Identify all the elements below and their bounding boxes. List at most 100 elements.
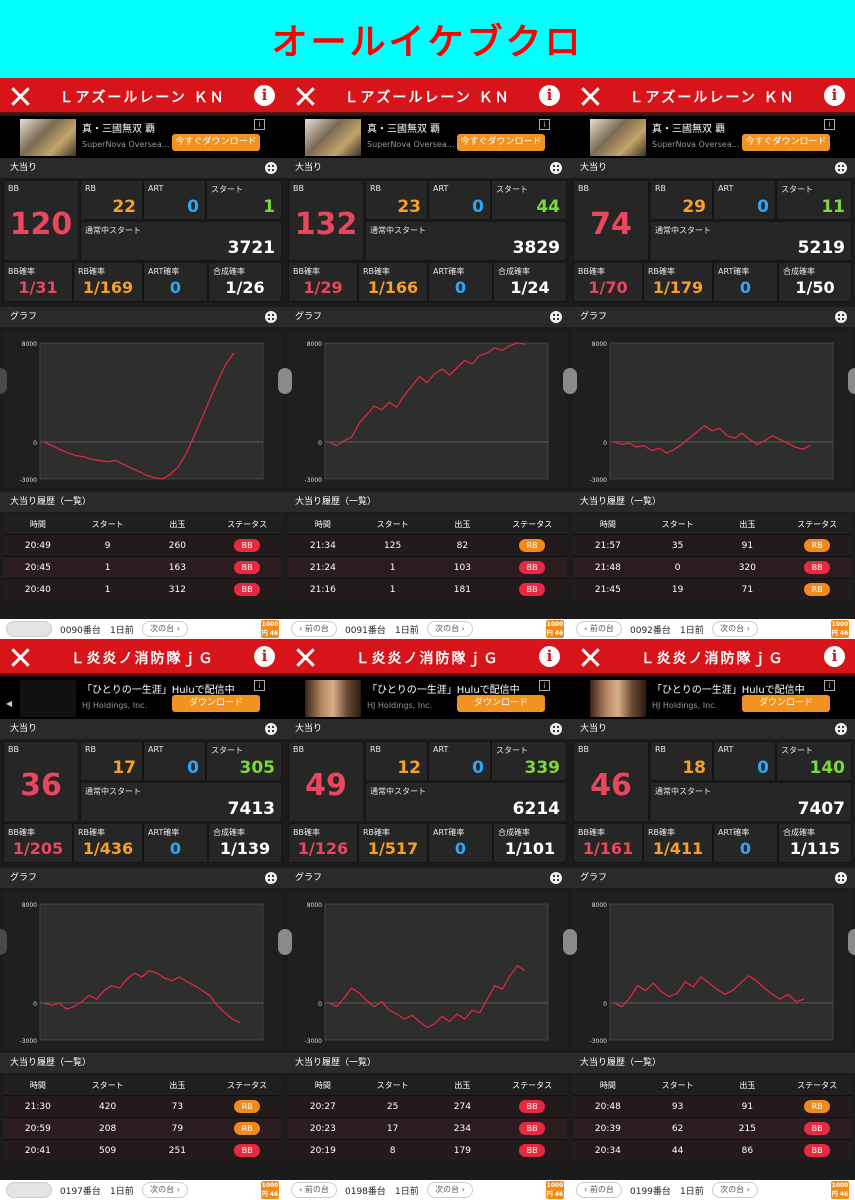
table-row[interactable]: 21:16 1 181 BB (288, 578, 567, 600)
table-row[interactable]: 20:41 509 251 BB (3, 1139, 282, 1161)
info-icon[interactable]: i (539, 646, 560, 667)
table-row[interactable]: 20:34 44 86 BB (573, 1139, 852, 1161)
table-row[interactable]: 21:45 19 71 RB (573, 578, 852, 600)
ad-download-button[interactable]: ダウンロード (742, 695, 830, 712)
section-title: 大当り (580, 163, 608, 173)
ad-banner[interactable]: 真・三國無双 覇 SuperNova Oversea... 今すぐダウンロード i (0, 116, 285, 158)
ad-info-icon[interactable]: i (539, 680, 550, 691)
ad-banner[interactable]: ◀ 「ひとりの一生涯」Huluで配信中 HJ Holdings, Inc. ダウンロー… (0, 677, 285, 719)
prev-machine-button[interactable]: ‹ 前の台 (291, 1182, 337, 1198)
table-row[interactable]: 20:59 208 79 RB (3, 1117, 282, 1139)
info-icon[interactable]: i (824, 85, 845, 106)
next-machine-button[interactable]: 次の台 › (142, 1182, 188, 1198)
table-row[interactable]: 20:39 62 215 BB (573, 1117, 852, 1139)
table-row[interactable]: 20:49 9 260 BB (3, 534, 282, 556)
column-header: スタート (91, 1080, 124, 1090)
grid-icon[interactable] (835, 872, 847, 884)
table-row[interactable]: 21:57 35 91 RB (573, 534, 852, 556)
table-row[interactable]: 20:23 17 234 BB (288, 1117, 567, 1139)
next-machine-button[interactable]: 次の台 › (712, 621, 758, 637)
ad-download-button[interactable]: 今すぐダウンロード (742, 134, 830, 151)
grid-icon[interactable] (265, 162, 277, 174)
history-status-cell: BB (497, 1100, 567, 1113)
section-title: グラフ (10, 873, 38, 883)
grid-icon[interactable] (835, 723, 847, 735)
grid-icon[interactable] (550, 162, 562, 174)
table-row[interactable]: 20:48 93 91 RB (573, 1095, 852, 1117)
next-arrow[interactable] (848, 929, 855, 955)
history-out: 181 (453, 584, 471, 595)
prev-arrow[interactable] (285, 368, 292, 394)
play-icon[interactable]: ◀ (6, 699, 13, 708)
grid-icon[interactable] (550, 723, 562, 735)
table-row[interactable]: 21:34 125 82 RB (288, 534, 567, 556)
prev-arrow[interactable] (0, 368, 7, 394)
panel-footer: ‹ 前の台 0091番台 1日前 次の台 › 1000円 46玉 (285, 619, 570, 639)
info-icon[interactable]: i (824, 646, 845, 667)
prev-machine-button[interactable]: ‹ 前の台 (6, 1182, 52, 1198)
prev-machine-button[interactable]: ‹ 前の台 (6, 621, 52, 637)
close-icon[interactable] (295, 86, 315, 106)
ad-info-icon[interactable]: i (539, 119, 550, 130)
normal-start-value: 7413 (227, 799, 275, 819)
grid-icon[interactable] (265, 723, 277, 735)
prev-machine-button[interactable]: ‹ 前の台 (576, 621, 622, 637)
grid-icon[interactable] (265, 311, 277, 323)
next-arrow[interactable] (278, 929, 285, 955)
table-row[interactable]: 21:30 420 73 RB (3, 1095, 282, 1117)
ad-download-button[interactable]: 今すぐダウンロード (457, 134, 545, 151)
close-icon[interactable] (580, 647, 600, 667)
next-machine-button[interactable]: 次の台 › (427, 1182, 473, 1198)
table-row[interactable]: 20:45 1 163 BB (3, 556, 282, 578)
table-row[interactable]: 20:40 1 312 BB (3, 578, 282, 600)
close-icon[interactable] (580, 86, 600, 106)
prev-machine-button[interactable]: ‹ 前の台 (291, 621, 337, 637)
ad-info-icon[interactable]: i (254, 119, 265, 130)
grid-icon[interactable] (265, 872, 277, 884)
section-title: 大当り履歴（一覧） (10, 1058, 92, 1068)
prev-arrow[interactable] (0, 929, 7, 955)
total-rate-value: 1/101 (504, 839, 556, 858)
day-label: 1日前 (395, 1187, 419, 1197)
table-row[interactable]: 20:19 8 179 BB (288, 1139, 567, 1161)
ad-info-icon[interactable]: i (824, 680, 835, 691)
table-row[interactable]: 20:27 25 274 BB (288, 1095, 567, 1117)
next-arrow[interactable] (563, 929, 570, 955)
ad-download-button[interactable]: 今すぐダウンロード (172, 134, 260, 151)
grid-icon[interactable] (835, 162, 847, 174)
close-icon[interactable] (10, 647, 30, 667)
info-icon[interactable]: i (254, 85, 275, 106)
table-row[interactable]: 21:24 1 103 BB (288, 556, 567, 578)
next-arrow[interactable] (278, 368, 285, 394)
ad-download-button[interactable]: ダウンロード (457, 695, 545, 712)
art-count: ART 0 (713, 180, 776, 220)
ad-banner[interactable]: 真・三國無双 覇 SuperNova Oversea... 今すぐダウンロード i (570, 116, 855, 158)
next-machine-button[interactable]: 次の台 › (427, 621, 473, 637)
prev-arrow[interactable] (570, 368, 577, 394)
ad-info-icon[interactable]: i (824, 119, 835, 130)
close-icon[interactable] (10, 86, 30, 106)
prev-machine-button[interactable]: ‹ 前の台 (576, 1182, 622, 1198)
grid-icon[interactable] (550, 311, 562, 323)
history-table: 時間 スタート 出玉 ステータス 20:48 93 91 RB 20:39 62 215 BB 20:3… (573, 1075, 852, 1161)
next-arrow[interactable] (563, 368, 570, 394)
ad-banner[interactable]: 「ひとりの一生涯」Huluで配信中 HJ Holdings, Inc. ダウンロード… (285, 677, 570, 719)
ad-info-icon[interactable]: i (254, 680, 265, 691)
next-arrow[interactable] (848, 368, 855, 394)
info-icon[interactable]: i (254, 646, 275, 667)
prev-arrow[interactable] (285, 929, 292, 955)
next-machine-button[interactable]: 次の台 › (712, 1182, 758, 1198)
prev-arrow[interactable] (570, 929, 577, 955)
ad-download-button[interactable]: ダウンロード (172, 695, 260, 712)
next-machine-button[interactable]: 次の台 › (142, 621, 188, 637)
info-icon[interactable]: i (539, 85, 560, 106)
ad-banner[interactable]: 「ひとりの一生涯」Huluで配信中 HJ Holdings, Inc. ダウンロード… (570, 677, 855, 719)
ad-banner[interactable]: 真・三國無双 覇 SuperNova Oversea... 今すぐダウンロード i (285, 116, 570, 158)
grid-icon[interactable] (835, 311, 847, 323)
grid-icon[interactable] (550, 872, 562, 884)
column-header: ステータス (797, 519, 838, 529)
machine-number: 0092番台 (630, 626, 671, 636)
close-icon[interactable] (295, 647, 315, 667)
machine-name: Ｌ炎炎ノ消防隊ｊＧ (70, 651, 215, 667)
table-row[interactable]: 21:48 0 320 BB (573, 556, 852, 578)
